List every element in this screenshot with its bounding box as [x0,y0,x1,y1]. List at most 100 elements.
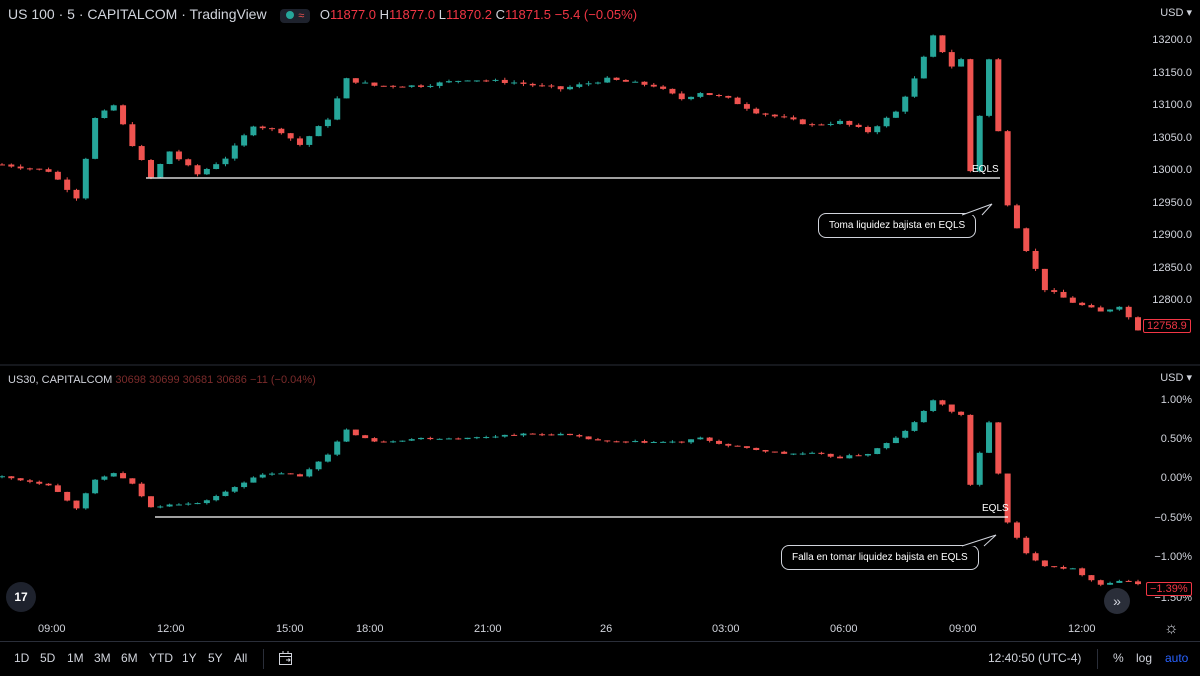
candle-body [483,437,490,439]
candle-body [930,400,937,411]
candle-body [166,504,173,507]
candle-body [548,85,555,87]
candle-body [846,120,853,125]
range-3m-button[interactable]: 3M [94,651,111,665]
candle-body [287,473,294,475]
candle-body [948,52,955,67]
candle-body [36,481,43,484]
currency-selector[interactable]: USD ▾ [1160,7,1192,19]
range-all-button[interactable]: All [234,651,248,665]
candle-body [920,410,927,423]
candle-body [725,443,732,446]
top-callout[interactable]: Toma liquidez bajista en EQLS [818,213,977,238]
candle-body [948,404,955,412]
market-open-icon [286,10,295,19]
market-status-badge[interactable]: ≈ [280,8,311,23]
candle-body [82,493,89,509]
range-5d-button[interactable]: 5D [40,651,56,665]
bottom-currency-selector[interactable]: USD ▾ [1160,372,1192,384]
calendar-goto-icon[interactable] [278,650,294,666]
candle-body [1079,302,1086,306]
candle-body [771,451,778,453]
top-axis-tick: 12850.0 [1152,262,1192,274]
bottom-callout[interactable]: Falla en tomar liquidez bajista en EQLS [781,545,979,570]
candle-body [771,114,778,117]
candle-body [120,473,127,479]
candle-body [241,135,248,146]
percent-scale-button[interactable]: % [1113,651,1124,665]
clock-timezone[interactable]: 12:40:50 (UTC-4) [988,651,1082,665]
candle-body [818,124,825,126]
bottom-last-price-tag: −1.39% [1146,582,1192,596]
log-scale-button[interactable]: log [1136,651,1153,665]
candle-body [203,500,210,504]
tradingview-logo[interactable]: 17 [6,582,36,612]
candle-body [483,80,490,82]
time-tick: 09:00 [38,623,66,635]
range-ytd-button[interactable]: YTD [149,651,173,665]
candle-body [455,80,462,82]
candle-body [688,439,695,443]
settings-icon[interactable]: ☼ [1164,620,1179,637]
candle-body [958,411,965,415]
candle-body [362,82,369,84]
candle-body [278,473,285,475]
us30-candles [0,399,1141,587]
scroll-to-realtime-button[interactable]: » [1104,588,1130,614]
candle-body [511,434,518,436]
candle-body [138,146,145,161]
candle-body [324,119,331,127]
candle-body [222,491,229,497]
chart-canvas[interactable] [0,0,1200,640]
symbol-title[interactable]: US 100 · 5 · CAPITALCOM · TradingView [8,6,267,22]
range-1y-button[interactable]: 1Y [182,651,197,665]
auto-scale-button[interactable]: auto [1165,651,1189,665]
candle-body [501,79,508,83]
top-axis-tick: 13050.0 [1152,132,1192,144]
candle-body [0,164,5,166]
candle-body [147,160,154,178]
candle-body [185,503,192,505]
candle-body [1116,580,1123,583]
range-1m-button[interactable]: 1M [67,651,84,665]
top-axis-tick: 12900.0 [1152,229,1192,241]
bottom-axis-tick: 1.00% [1160,394,1192,406]
candle-body [613,441,620,443]
candle-body [706,93,713,96]
candle-body [1116,306,1123,310]
range-5y-button[interactable]: 5Y [208,651,223,665]
candle-body [185,159,192,166]
candle-body [539,434,546,436]
candle-body [967,59,974,172]
candle-body [427,437,434,440]
candle-body [362,435,369,439]
candle-body [315,461,322,470]
compare-symbol-legend[interactable]: US30, CAPITALCOM 30698 30699 30681 30686… [8,374,316,386]
candle-body [995,59,1002,132]
candle-body [222,158,229,165]
time-tick: 15:00 [276,623,304,635]
candle-body [660,441,667,443]
candle-body [390,441,397,443]
candle-body [567,433,573,436]
top-callout-pointer [961,203,993,216]
candle-body [762,113,769,115]
top-axis-tick: 13150.0 [1152,67,1192,79]
candle-body [669,88,676,94]
candle-body [371,82,378,86]
ohlc-high: H11877.0 [379,7,436,22]
compare-symbol-title[interactable]: US30, CAPITALCOM [8,374,113,386]
candle-body [73,500,80,509]
symbol-legend[interactable]: US 100 · 5 · CAPITALCOM · TradingView ≈ … [8,6,637,23]
candle-body [669,441,676,443]
candle-body [576,435,583,437]
candle-body [8,476,15,479]
candle-body [408,85,415,87]
candle-body [343,78,350,99]
wave-icon: ≈ [298,9,305,22]
candle-body [45,169,52,172]
candle-body [213,496,220,501]
range-6m-button[interactable]: 6M [121,651,138,665]
range-1d-button[interactable]: 1D [14,651,30,665]
candle-body [753,447,760,450]
